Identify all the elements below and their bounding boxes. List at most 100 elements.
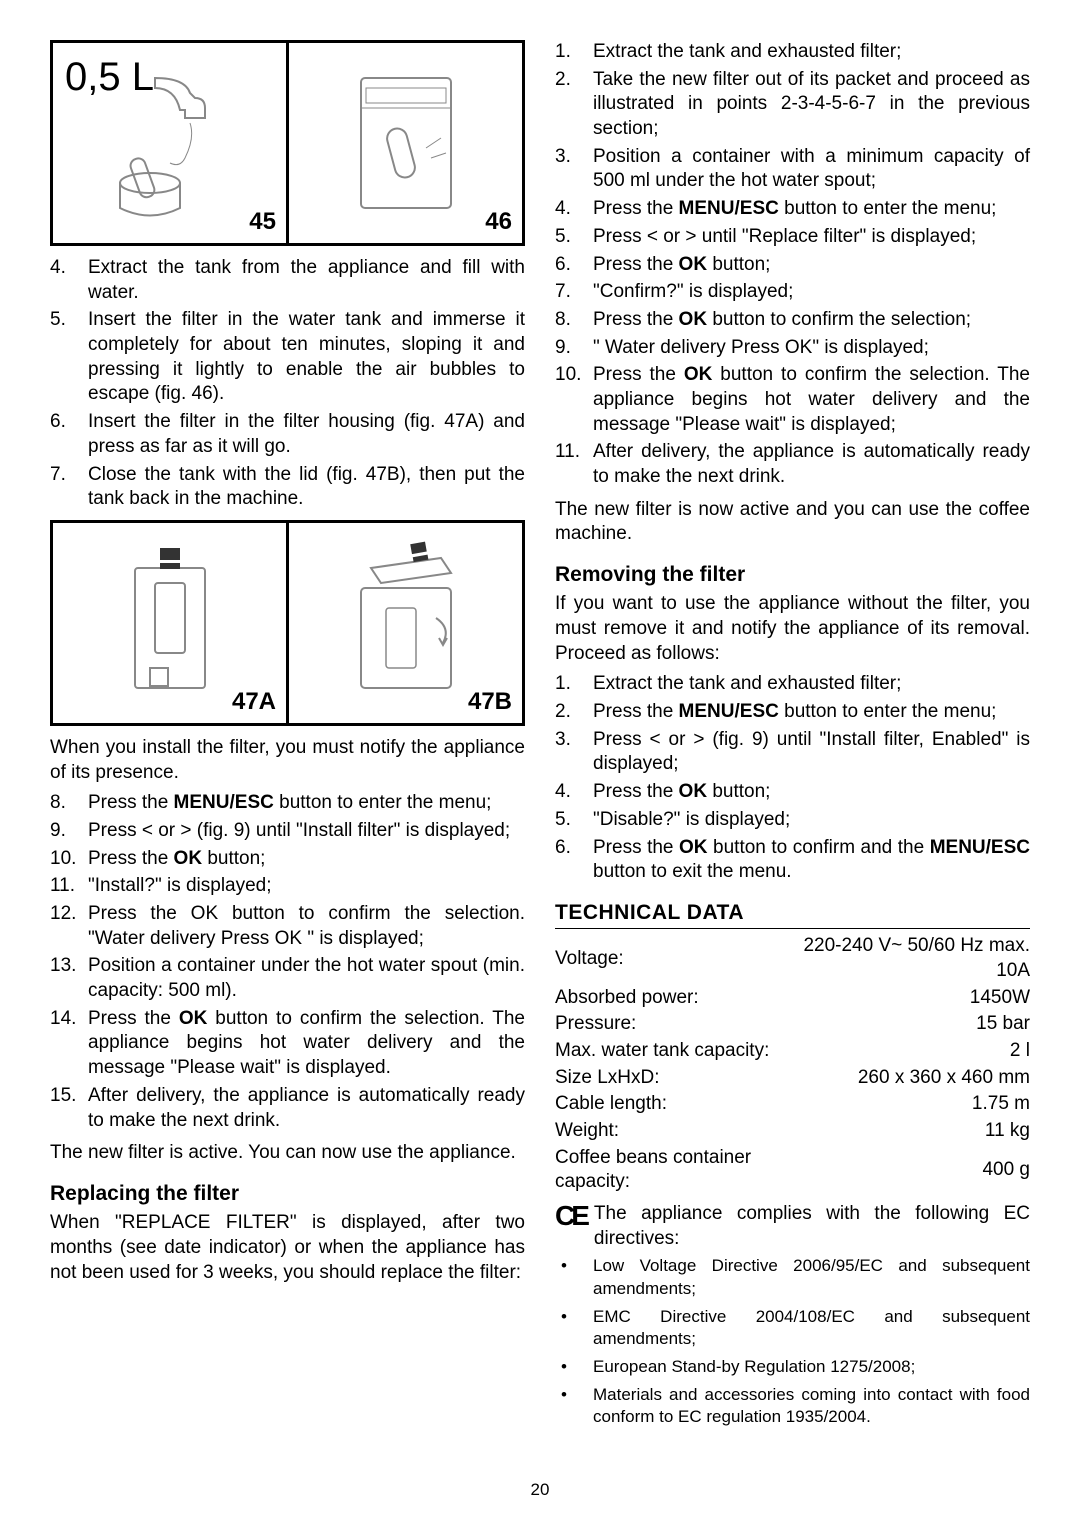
instruction-list-3: 1.Extract the tank and exhausted filter;…: [555, 40, 1030, 490]
list-item: 3.Press < or > (fig. 9) until "Install f…: [555, 728, 1030, 777]
figure-label: 47A: [232, 686, 276, 717]
list-item: 15.After delivery, the appliance is auto…: [50, 1084, 525, 1133]
list-number: 7.: [555, 280, 593, 305]
table-row: Cable length:1.75 m: [555, 1091, 1030, 1118]
list-number: 3.: [555, 145, 593, 194]
spec-value: 1.75 m: [799, 1091, 1030, 1118]
list-number: 9.: [555, 336, 593, 361]
list-item: 9.Press < or > (fig. 9) until "Install f…: [50, 819, 525, 844]
paragraph: The new filter is active. You can now us…: [50, 1141, 525, 1166]
list-item: 12.Press the OK button to confirm the se…: [50, 902, 525, 951]
list-item: 8.Press the OK button to confirm the sel…: [555, 308, 1030, 333]
heading-technical: TECHNICAL DATA: [555, 899, 1030, 929]
spec-label: Absorbed power:: [555, 985, 799, 1012]
list-item: 13.Position a container under the hot wa…: [50, 954, 525, 1003]
list-item: 4.Extract the tank from the appliance an…: [50, 256, 525, 305]
list-text: After delivery, the appliance is automat…: [593, 440, 1030, 489]
list-text: Press the OK button to confirm and the M…: [593, 836, 1030, 885]
list-number: 8.: [50, 791, 88, 816]
list-item: 1.Extract the tank and exhausted filter;: [555, 672, 1030, 697]
spec-value: 2 l: [799, 1038, 1030, 1065]
table-row: Absorbed power:1450W: [555, 985, 1030, 1012]
directives-list: •Low Voltage Directive 2006/95/EC and su…: [555, 1255, 1030, 1428]
figure-47b: 47B: [289, 523, 522, 723]
list-item: 11."Install?" is displayed;: [50, 874, 525, 899]
table-row: Size LxHxD:260 x 360 x 460 mm: [555, 1065, 1030, 1092]
list-text: Press < or > (fig. 9) until "Install fil…: [88, 819, 510, 844]
list-text: "Install?" is displayed;: [88, 874, 272, 899]
bullet-icon: •: [555, 1356, 593, 1378]
list-number: 4.: [50, 256, 88, 305]
list-item: 3.Position a container with a minimum ca…: [555, 145, 1030, 194]
list-item: 2.Take the new filter out of its packet …: [555, 68, 1030, 142]
bullet-icon: •: [555, 1255, 593, 1299]
ce-compliance-block: CE The appliance complies with the follo…: [555, 1202, 1030, 1251]
list-text: Position a container with a minimum capa…: [593, 145, 1030, 194]
paragraph: If you want to use the appliance without…: [555, 592, 1030, 666]
list-number: 8.: [555, 308, 593, 333]
list-text: Extract the tank and exhausted filter;: [593, 672, 901, 697]
directive-item: •Materials and accessories coming into c…: [555, 1384, 1030, 1428]
list-item: 2.Press the MENU/ESC button to enter the…: [555, 700, 1030, 725]
spec-value: 220-240 V~ 50/60 Hz max. 10A: [799, 933, 1030, 984]
table-row: Pressure:15 bar: [555, 1011, 1030, 1038]
directive-item: •Low Voltage Directive 2006/95/EC and su…: [555, 1255, 1030, 1299]
table-row: Weight:11 kg: [555, 1118, 1030, 1145]
table-row: Coffee beans container capacity:400 g: [555, 1145, 1030, 1196]
bullet-icon: •: [555, 1384, 593, 1428]
list-item: 1.Extract the tank and exhausted filter;: [555, 40, 1030, 65]
list-number: 5.: [50, 308, 88, 407]
list-number: 1.: [555, 672, 593, 697]
list-number: 5.: [555, 225, 593, 250]
directive-item: •European Stand-by Regulation 1275/2008;: [555, 1356, 1030, 1378]
list-number: 6.: [555, 253, 593, 278]
instruction-list-1: 4.Extract the tank from the appliance an…: [50, 256, 525, 512]
list-number: 1.: [555, 40, 593, 65]
list-number: 10.: [555, 363, 593, 437]
list-text: Press the OK button to confirm the selec…: [593, 363, 1030, 437]
right-column: 1.Extract the tank and exhausted filter;…: [555, 40, 1030, 1481]
list-text: Press < or > until "Replace filter" is d…: [593, 225, 976, 250]
figure-label: 47B: [468, 686, 512, 717]
list-number: 11.: [555, 440, 593, 489]
list-text: Take the new filter out of its packet an…: [593, 68, 1030, 142]
figure-caption: 0,5 L: [65, 51, 154, 103]
page-number: 20: [531, 1479, 550, 1501]
directive-text: European Stand-by Regulation 1275/2008;: [593, 1356, 915, 1378]
list-number: 9.: [50, 819, 88, 844]
paragraph: When "REPLACE FILTER" is displayed, afte…: [50, 1211, 525, 1285]
list-number: 6.: [50, 410, 88, 459]
list-text: " Water delivery Press OK" is displayed;: [593, 336, 929, 361]
figure-box-45-46: 0,5 L 45 46: [50, 40, 525, 246]
list-item: 7.Close the tank with the lid (fig. 47B)…: [50, 463, 525, 512]
spec-label: Pressure:: [555, 1011, 799, 1038]
directive-text: EMC Directive 2004/108/EC and subsequent…: [593, 1306, 1030, 1350]
list-number: 4.: [555, 197, 593, 222]
directive-text: Low Voltage Directive 2006/95/EC and sub…: [593, 1255, 1030, 1299]
figure-label: 45: [249, 206, 276, 237]
list-number: 2.: [555, 700, 593, 725]
spec-value: 15 bar: [799, 1011, 1030, 1038]
list-number: 12.: [50, 902, 88, 951]
ce-text: The appliance complies with the followin…: [594, 1202, 1030, 1251]
list-item: 6.Press the OK button to confirm and the…: [555, 836, 1030, 885]
spec-label: Max. water tank capacity:: [555, 1038, 799, 1065]
list-item: 5.Insert the filter in the water tank an…: [50, 308, 525, 407]
list-text: Insert the filter in the filter housing …: [88, 410, 525, 459]
list-number: 2.: [555, 68, 593, 142]
list-text: Press < or > (fig. 9) until "Install fil…: [593, 728, 1030, 777]
heading-replacing: Replacing the filter: [50, 1180, 525, 1207]
list-text: Press the MENU/ESC button to enter the m…: [88, 791, 491, 816]
list-text: Position a container under the hot water…: [88, 954, 525, 1003]
spec-value: 11 kg: [799, 1118, 1030, 1145]
spec-label: Coffee beans container capacity:: [555, 1145, 799, 1196]
list-number: 13.: [50, 954, 88, 1003]
spec-label: Voltage:: [555, 933, 799, 984]
list-number: 11.: [50, 874, 88, 899]
left-column: 0,5 L 45 46 4.Extract the tank from the …: [50, 40, 525, 1481]
list-text: Extract the tank from the appliance and …: [88, 256, 525, 305]
list-text: Insert the filter in the water tank and …: [88, 308, 525, 407]
heading-removing: Removing the filter: [555, 561, 1030, 588]
list-text: Press the OK button;: [593, 253, 770, 278]
tank-lid-illustration: [331, 538, 481, 708]
